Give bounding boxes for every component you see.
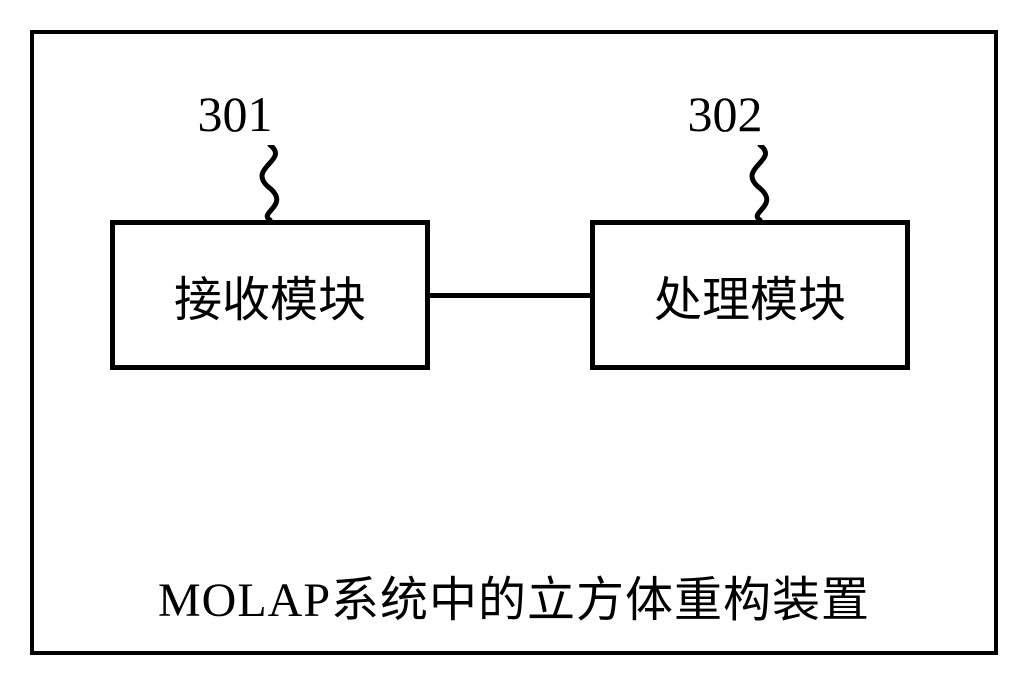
connector-line (430, 293, 590, 298)
receive-module-box: 接收模块 (110, 220, 430, 370)
leader-squiggle-301 (245, 145, 295, 220)
ref-label-302: 302 (688, 85, 763, 143)
leader-squiggle-302 (735, 145, 785, 220)
process-module-label: 处理模块 (654, 260, 846, 330)
process-module-box: 处理模块 (590, 220, 910, 370)
diagram-canvas: 301 302 接收模块 处理模块 MOLAP系统中的立方体重构装置 (0, 0, 1028, 685)
receive-module-label: 接收模块 (174, 260, 366, 330)
ref-label-301: 301 (198, 85, 273, 143)
diagram-caption: MOLAP系统中的立方体重构装置 (158, 560, 870, 630)
